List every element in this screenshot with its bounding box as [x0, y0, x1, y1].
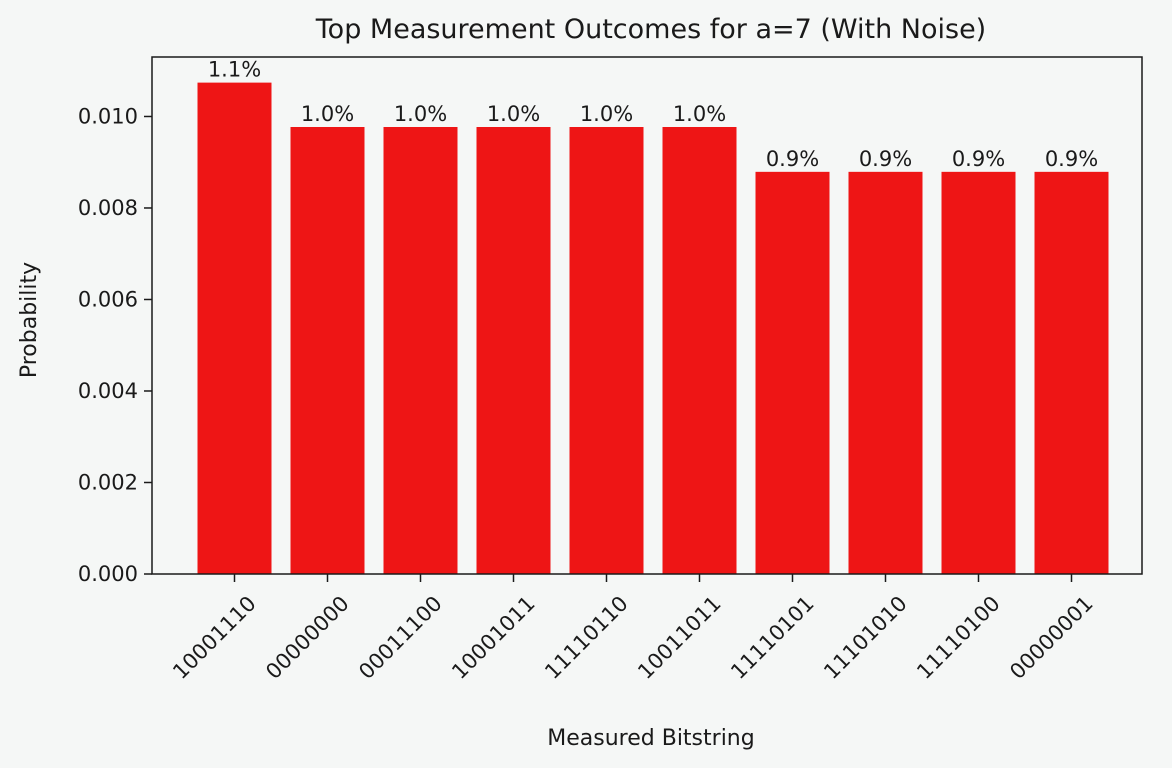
- bar-11101010: [848, 171, 923, 574]
- bar-11110101: [755, 171, 830, 574]
- x-axis-label: Measured Bitstring: [547, 726, 754, 751]
- bar-data-label: 0.9%: [1045, 147, 1098, 171]
- x-tick-label: 00011100: [354, 591, 447, 684]
- bar-00000000: [290, 127, 365, 574]
- x-tick-label: 00000000: [261, 591, 354, 684]
- x-tick-label: 00000001: [1005, 591, 1098, 684]
- bar-data-label: 1.0%: [673, 102, 726, 126]
- y-tick-label: 0.004: [78, 379, 138, 403]
- bar-11110100: [941, 171, 1016, 574]
- bar-11110110: [569, 127, 644, 574]
- chart-title: Top Measurement Outcomes for a=7 (With N…: [315, 14, 986, 45]
- y-tick-label: 0.000: [78, 562, 138, 586]
- bar-data-label: 1.1%: [208, 58, 261, 82]
- bar-data-label: 0.9%: [766, 147, 819, 171]
- x-tick-label: 10001011: [447, 591, 540, 684]
- bar-00000001: [1034, 171, 1109, 574]
- y-tick-label: 0.010: [78, 104, 138, 128]
- bar-data-label: 1.0%: [487, 102, 540, 126]
- plot-frame: [151, 56, 1143, 575]
- bar-00011100: [383, 127, 458, 574]
- x-tick-label: 11101010: [819, 591, 912, 684]
- bar-data-label: 0.9%: [859, 147, 912, 171]
- x-tick-label: 11110101: [726, 591, 819, 684]
- bar-10011011: [662, 127, 737, 574]
- y-tick-label: 0.008: [78, 196, 138, 220]
- y-tick-label: 0.002: [78, 470, 138, 494]
- bar-data-label: 1.0%: [301, 102, 354, 126]
- bar-data-label: 0.9%: [952, 147, 1005, 171]
- x-tick-label: 10001110: [168, 591, 261, 684]
- x-tick-label: 11110110: [540, 591, 633, 684]
- x-tick-label: 11110100: [912, 591, 1005, 684]
- bar-10001011: [476, 127, 551, 574]
- y-tick-label: 0.006: [78, 287, 138, 311]
- bar-data-label: 1.0%: [394, 102, 447, 126]
- bar-data-label: 1.0%: [580, 102, 633, 126]
- bar-10001110: [197, 82, 272, 574]
- y-axis-label: Probability: [17, 262, 42, 378]
- x-tick-label: 10011011: [633, 591, 726, 684]
